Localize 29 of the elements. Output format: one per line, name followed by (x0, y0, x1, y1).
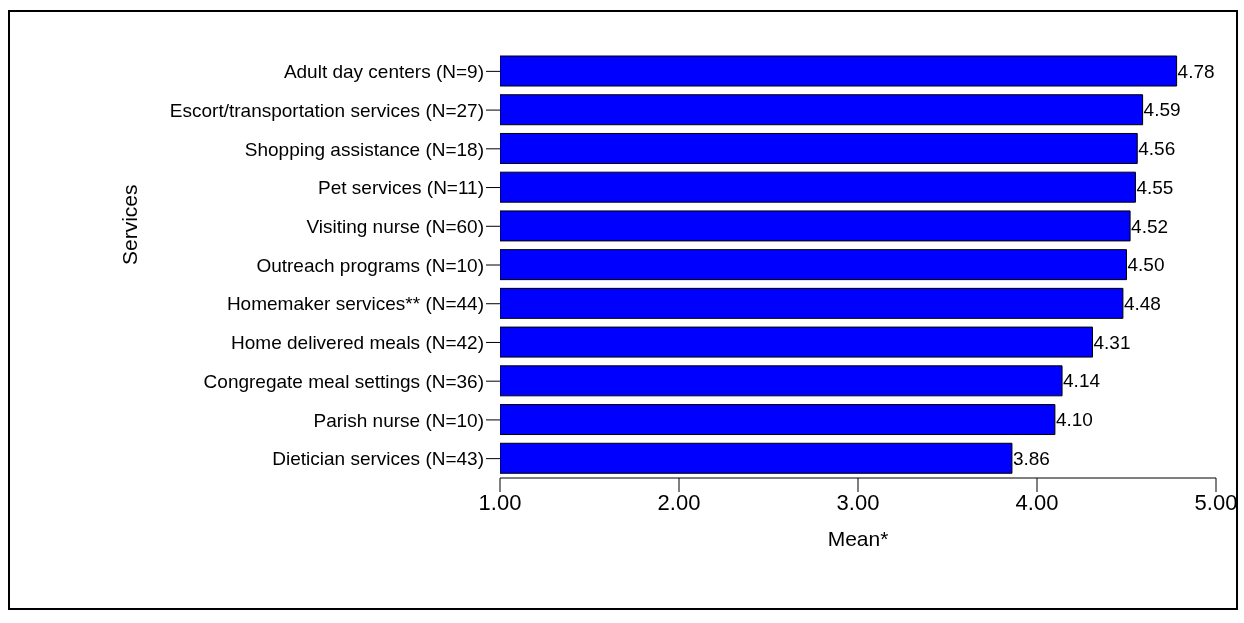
x-tick-label: 3.00 (836, 489, 880, 515)
x-axis-title: Mean* (827, 527, 889, 550)
y-tick-label: Escort/transportation services (N=27) (169, 99, 484, 121)
y-tick-label: Visiting nurse (N=60) (306, 216, 484, 238)
y-axis-title: Services (118, 184, 142, 265)
y-tick-label: Dietician services (N=43) (272, 448, 484, 470)
y-tick-label: Homemaker services** (N=44) (226, 293, 484, 315)
data-label: 4.50 (1127, 254, 1165, 276)
data-label: 4.56 (1138, 138, 1176, 160)
x-tick-label: 5.00 (1194, 489, 1238, 515)
data-label: 4.52 (1131, 215, 1169, 237)
y-tick-label: Parish nurse (N=10) (313, 409, 484, 431)
data-label: 4.59 (1143, 99, 1181, 121)
data-label: 4.14 (1063, 370, 1101, 392)
x-tick-label: 4.00 (1015, 489, 1059, 515)
data-label: 4.31 (1093, 331, 1131, 353)
y-tick-label: Home delivered meals (N=42) (231, 332, 484, 354)
y-tick-label: Congregate meal settings (N=36) (203, 370, 484, 392)
data-label: 4.55 (1136, 176, 1174, 198)
x-tick-label: 2.00 (657, 489, 701, 515)
y-tick-label: Outreach programs (N=10) (256, 254, 484, 276)
y-tick-label: Shopping assistance (N=18) (244, 138, 484, 160)
y-tick-label: Pet services (N=11) (318, 177, 484, 199)
data-label: 4.48 (1123, 293, 1161, 315)
data-label: 4.78 (1177, 60, 1215, 82)
y-tick-label: Adult day centers (N=9) (283, 61, 484, 83)
data-label: 3.86 (1012, 447, 1050, 469)
data-label: 4.10 (1055, 409, 1093, 431)
x-tick-label: 1.00 (478, 489, 522, 515)
